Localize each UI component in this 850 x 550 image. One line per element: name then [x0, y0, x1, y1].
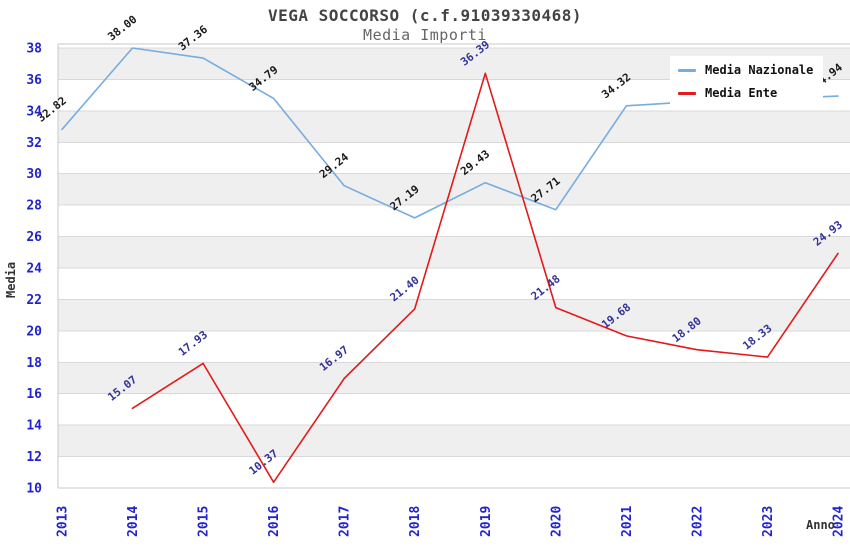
data-label: 17.93	[176, 328, 210, 359]
x-tick-label: 2020	[549, 506, 564, 537]
data-label: 21.48	[529, 272, 563, 303]
media-nazionale-line-swatch	[678, 68, 696, 72]
y-tick-label: 14	[26, 419, 42, 434]
y-tick-label: 20	[26, 324, 42, 339]
x-tick-label: 2017	[338, 506, 353, 537]
legend-item-media-nazionale: Media Nazionale	[678, 63, 813, 77]
y-tick-label: 18	[26, 356, 42, 371]
chart-subtitle: Media Importi	[363, 26, 487, 44]
y-tick-label: 36	[26, 73, 42, 88]
legend-label-media-nazionale: Media Nazionale	[705, 63, 814, 77]
x-axis-title: Anno	[806, 518, 835, 532]
y-tick-label: 30	[26, 167, 42, 182]
grid-band	[58, 236, 850, 268]
y-tick-label: 38	[26, 42, 42, 57]
x-tick-label: 2023	[761, 506, 776, 537]
y-tick-label: 12	[26, 450, 42, 465]
grid-band	[58, 425, 850, 457]
y-tick-label: 16	[26, 387, 42, 402]
grid-band	[58, 299, 850, 331]
legend-label-media-ente: Media Ente	[705, 86, 778, 100]
grid-band	[58, 362, 850, 394]
x-tick-label: 2013	[56, 506, 71, 537]
y-axis-title: Media	[4, 261, 18, 298]
x-tick-label: 2016	[267, 506, 282, 537]
x-tick-label: 2018	[408, 506, 423, 537]
y-tick-label: 32	[26, 136, 42, 151]
media-ente-line	[131, 72, 839, 483]
y-tick-label: 28	[26, 199, 42, 214]
y-tick-label: 10	[26, 482, 42, 497]
x-tick-label: 2019	[479, 506, 494, 537]
y-tick-label: 24	[26, 262, 42, 277]
legend-item-media-ente: Media Ente	[678, 86, 813, 100]
chart-title: VEGA SOCCORSO (c.f.91039330468)	[267, 6, 583, 25]
media-ente-line-swatch	[678, 91, 696, 95]
x-tick-label: 2021	[620, 506, 635, 537]
x-tick-label: 2014	[126, 506, 141, 537]
x-tick-label: 2024	[832, 506, 847, 537]
x-tick-label: 2015	[197, 506, 212, 537]
y-tick-label: 34	[26, 104, 42, 119]
y-tick-label: 26	[26, 230, 42, 245]
x-tick-label: 2022	[690, 506, 705, 537]
y-tick-label: 22	[26, 293, 42, 308]
grid-band	[58, 110, 850, 143]
legend: Media Nazionale Media Ente	[670, 56, 824, 108]
